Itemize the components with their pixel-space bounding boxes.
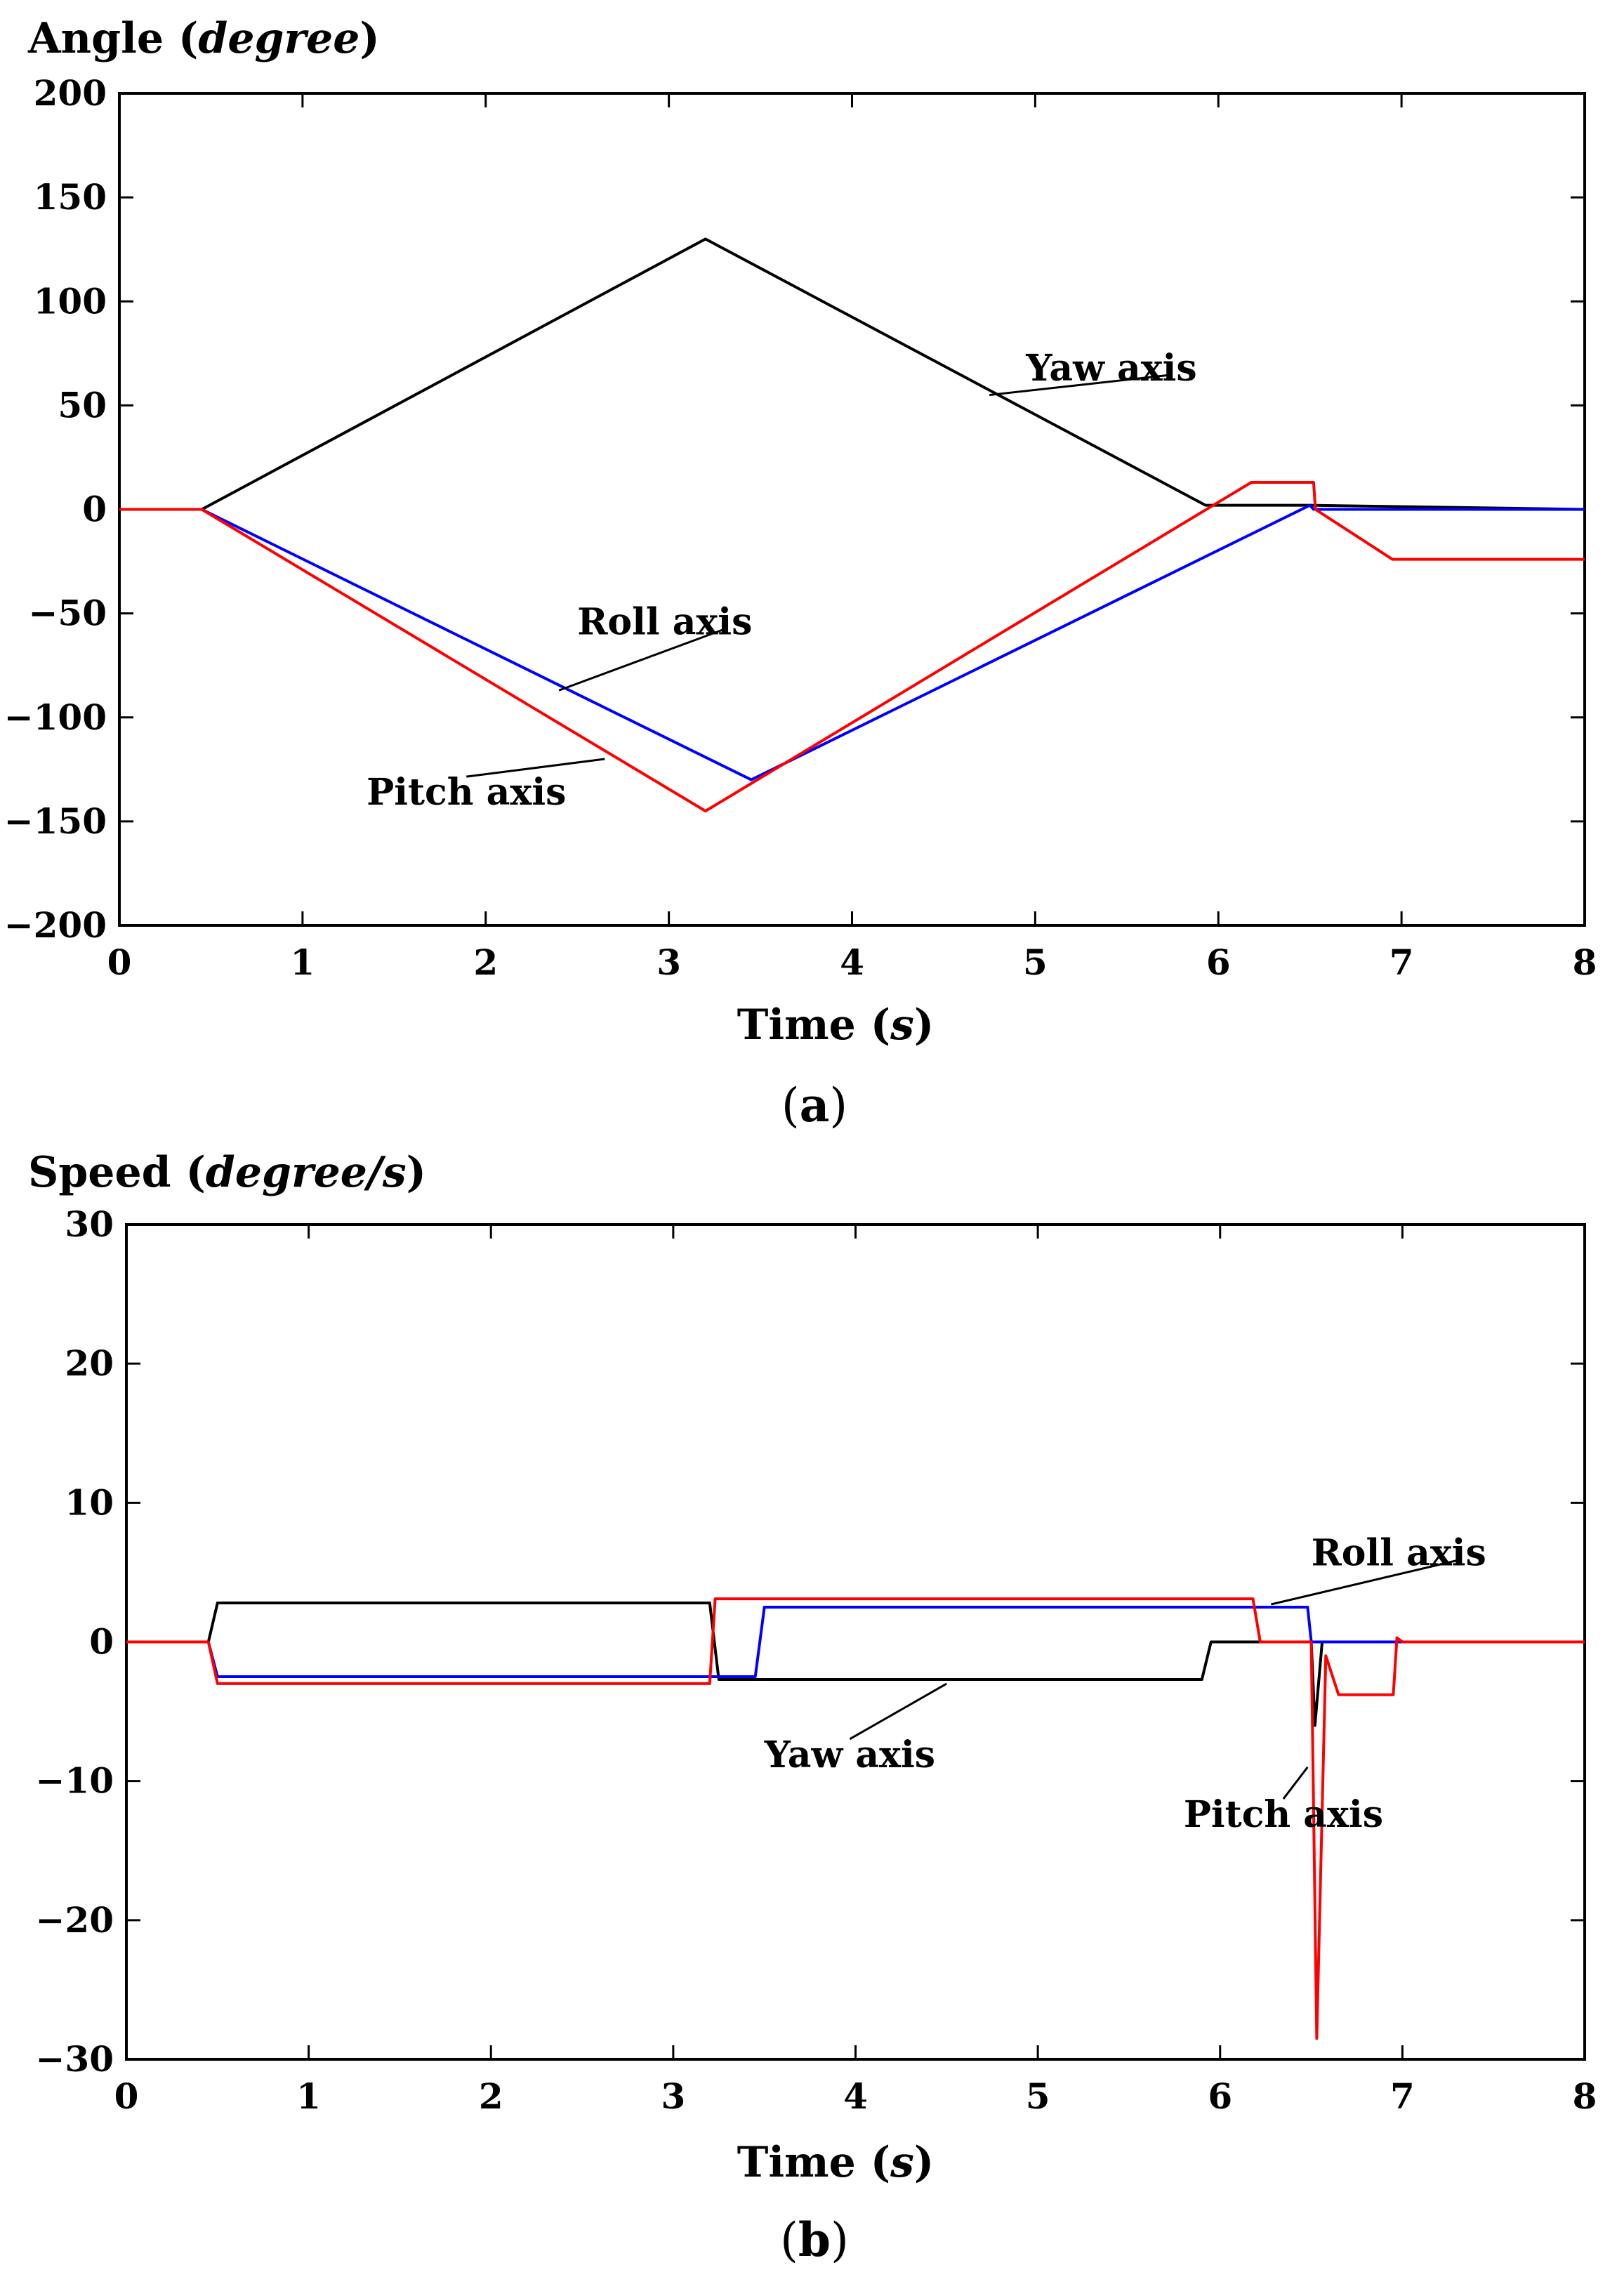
y-axis-title-speed: Speed (degree/s): [28, 1148, 426, 1197]
annotation-leader-a: [558, 627, 727, 692]
y-tick-label-b: 20: [65, 1342, 114, 1384]
y-tick-label-a: 50: [58, 384, 107, 425]
x-axis-title-a: Time (s): [737, 1001, 935, 1050]
series-line-roll-axis-b: [126, 1606, 1585, 1678]
series-line-yaw-axis-a: [119, 237, 1585, 511]
y-tick-label-b: 10: [65, 1481, 114, 1523]
x-tick-label-a: 1: [290, 942, 315, 983]
annotation-leader-b: [1271, 1559, 1460, 1606]
x-tick-label-b: 8: [1573, 2075, 1597, 2117]
x-tick-label-b: 6: [1208, 2075, 1232, 2117]
x-tick-label-b: 7: [1390, 2075, 1415, 2117]
annotation-pitch-axis-b: Pitch axis: [1184, 1793, 1383, 1836]
y-tick-label-a: 100: [34, 280, 107, 322]
y-tick-label-a: −100: [4, 697, 107, 738]
y-tick-label-a: −150: [4, 800, 107, 842]
panel-a-angle-chart: Angle (degree) 0 1 2 3 4 5 6 7 8 200 150 100 50 0 −50 −…: [4, 14, 1597, 1133]
y-tick-label-b: −30: [36, 2038, 114, 2080]
x-tick-label-a: 4: [840, 942, 864, 983]
annotation-pitch-axis-a: Pitch axis: [367, 771, 566, 814]
y-tick-label-a: 200: [34, 72, 107, 114]
y-tick-label-b: 30: [65, 1203, 114, 1245]
x-tick-label-a: 6: [1206, 942, 1231, 983]
y-tick-label-a: 150: [34, 176, 107, 218]
annotation-leader-a: [466, 758, 605, 778]
x-tick-label-b: 0: [114, 2075, 139, 2117]
x-tick-label-a: 8: [1573, 942, 1597, 983]
x-tick-label-a: 0: [107, 942, 132, 983]
series-line-yaw-axis-b: [126, 1602, 1585, 1727]
x-tick-label-a: 3: [656, 942, 681, 983]
annotations-a: Yaw axis Roll axis Pitch axis: [367, 347, 1197, 814]
annotation-yaw-axis-b: Yaw axis: [764, 1734, 935, 1776]
annotation-leader-a: [989, 374, 1172, 397]
y-tick-label-b: −10: [36, 1760, 114, 1802]
panel-label-b: (b): [780, 2212, 849, 2267]
x-axis-title-b: Time (s): [737, 2138, 935, 2187]
series-line-roll-axis-a: [119, 503, 1585, 781]
y-tick-label-a: 0: [82, 489, 107, 530]
series-a: [119, 237, 1585, 813]
series-line-pitch-axis-a: [119, 481, 1585, 813]
annotations-b: Roll axis Yaw axis Pitch axis: [764, 1532, 1486, 1837]
annotation-leader-b: [849, 1682, 948, 1741]
ticks-a: 0 1 2 3 4 5 6 7 8 200 150 100 50 0 −50 −100 −150 −200: [4, 72, 1597, 983]
y-tick-label-b: 0: [89, 1621, 114, 1663]
x-tick-label-a: 5: [1023, 942, 1048, 983]
y-tick-label-a: −50: [29, 593, 107, 634]
x-tick-label-b: 5: [1026, 2075, 1050, 2117]
x-tick-label-b: 3: [661, 2075, 685, 2117]
panel-b-speed-chart: Speed (degree/s) 0 1 2 3 4 5 6 7 8 30 20 10 0 −10 −20 −…: [28, 1148, 1597, 2267]
ticks-b: 0 1 2 3 4 5 6 7 8 30 20 10 0 −10 −20 −30: [36, 1203, 1597, 2117]
annotation-roll-axis-a: Roll axis: [577, 600, 752, 643]
series-b: [126, 1597, 1585, 2040]
panel-label-a: (a): [781, 1078, 847, 1133]
x-tick-label-b: 1: [296, 2075, 321, 2117]
y-tick-label-a: −200: [4, 904, 107, 946]
x-tick-label-a: 7: [1389, 942, 1414, 983]
series-line-pitch-axis-b: [126, 1597, 1585, 2040]
y-tick-label-b: −20: [36, 1899, 114, 1941]
annotation-leader-b: [1282, 1766, 1309, 1800]
x-tick-label-b: 2: [479, 2075, 503, 2117]
y-axis-title-angle: Angle (degree): [27, 14, 380, 63]
x-tick-label-a: 2: [473, 942, 498, 983]
annotation-yaw-axis-a: Yaw axis: [1025, 347, 1196, 390]
annotation-roll-axis-b: Roll axis: [1312, 1532, 1486, 1575]
x-tick-label-b: 4: [843, 2075, 868, 2117]
